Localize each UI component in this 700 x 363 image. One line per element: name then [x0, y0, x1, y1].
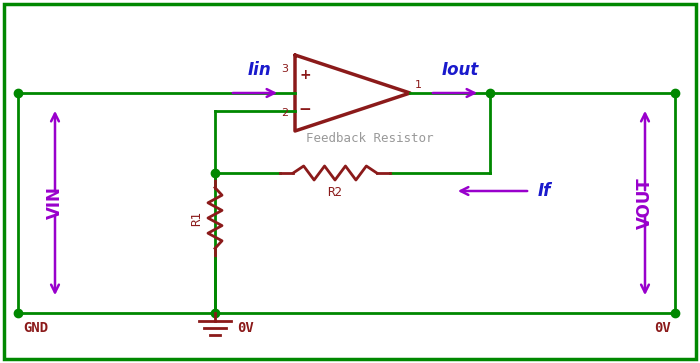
Text: GND: GND	[23, 321, 48, 335]
Text: Iin: Iin	[248, 61, 272, 79]
Text: Feedback Resistor: Feedback Resistor	[307, 131, 434, 144]
Text: −: −	[299, 102, 312, 117]
Text: Iout: Iout	[441, 61, 479, 79]
Text: If: If	[538, 182, 552, 200]
Text: 3: 3	[281, 64, 288, 74]
Text: 0V: 0V	[654, 321, 671, 335]
Text: R2: R2	[328, 186, 342, 199]
Text: VOUT: VOUT	[636, 177, 654, 229]
Text: 1: 1	[415, 80, 422, 90]
Text: VIN: VIN	[46, 187, 64, 220]
Text: 0V: 0V	[237, 321, 253, 335]
Text: R1: R1	[190, 211, 203, 225]
Text: 2: 2	[281, 108, 288, 118]
Text: +: +	[299, 68, 311, 82]
